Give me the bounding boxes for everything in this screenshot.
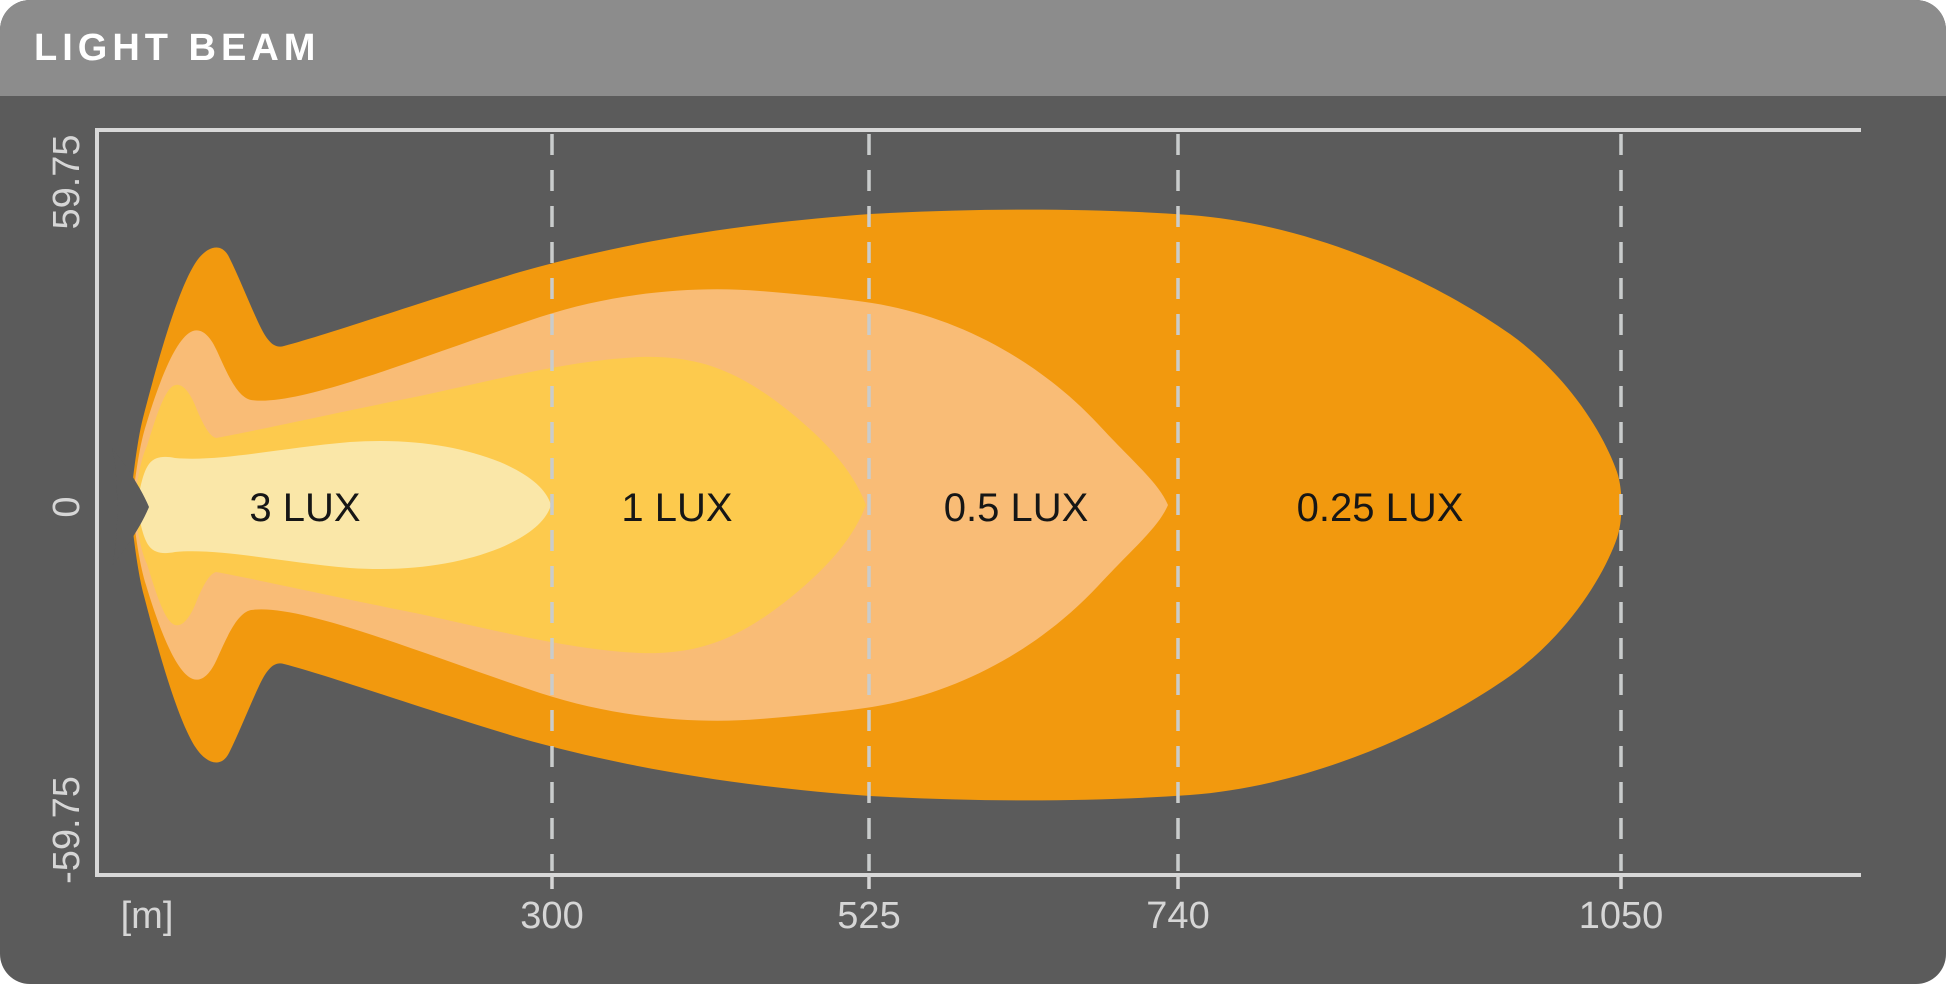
y-tick-59-75: 59.75 — [46, 134, 88, 229]
beam-source-notch — [112, 448, 149, 566]
x-tick-300: 300 — [520, 895, 583, 937]
x-unit-label: [m] — [121, 895, 174, 937]
x-axis-labels: [m] 300 525 740 1050 — [121, 895, 1664, 937]
lux-zone-labels: 3 LUX 1 LUX 0.5 LUX 0.25 LUX — [249, 486, 1463, 530]
label-3-lux: 3 LUX — [249, 486, 360, 530]
label-0-5-lux: 0.5 LUX — [944, 486, 1089, 530]
y-tick-neg-59-75: -59.75 — [46, 776, 88, 884]
gridlines — [550, 134, 1623, 871]
x-tick-525: 525 — [837, 895, 900, 937]
plot-frame — [95, 128, 1861, 877]
x-tick-marks — [550, 875, 1623, 889]
beam-zones — [112, 209, 1622, 801]
card-header: LIGHT BEAM — [0, 0, 1946, 96]
y-tick-0: 0 — [46, 496, 88, 517]
x-tick-1050: 1050 — [1579, 895, 1664, 937]
x-tick-740: 740 — [1146, 895, 1209, 937]
label-1-lux: 1 LUX — [621, 486, 732, 530]
page-title: LIGHT BEAM — [34, 26, 321, 69]
y-axis-labels: 59.75 0 -59.75 — [46, 134, 88, 883]
label-0-25-lux: 0.25 LUX — [1297, 486, 1464, 530]
zone-3-lux-shape — [137, 440, 551, 570]
